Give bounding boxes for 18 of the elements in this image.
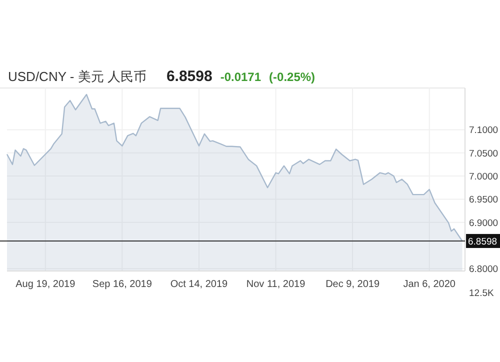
y-tick-label: 7.0000: [469, 172, 498, 183]
y-tick-label: 7.0500: [469, 148, 498, 160]
x-tick-label: Sep 16, 2019: [92, 279, 152, 290]
text: 12.5K: [469, 288, 494, 299]
y-tick-label: 6.9000: [469, 218, 498, 229]
text: -0.0171: [220, 70, 262, 84]
x-tick-label: Oct 14, 2019: [170, 279, 228, 290]
x-tick-label: Aug 19, 2019: [16, 279, 76, 290]
y-tick-label: 6.8000: [469, 264, 498, 276]
chart-title: USD/CNY - 美元 人民币: [8, 69, 146, 84]
ref-line-label: 6.8598: [468, 236, 498, 248]
x-tick-label: Dec 9, 2019: [326, 279, 380, 290]
x-tick-label: Jan 6, 2020: [403, 279, 456, 290]
y-tick-label: 6.9500: [469, 194, 498, 206]
text: 6.8598: [166, 68, 212, 85]
x-tick-label: Nov 11, 2019: [246, 279, 306, 290]
text: (-0.25%): [269, 70, 316, 84]
y-tick-label: 7.1000: [469, 125, 498, 136]
